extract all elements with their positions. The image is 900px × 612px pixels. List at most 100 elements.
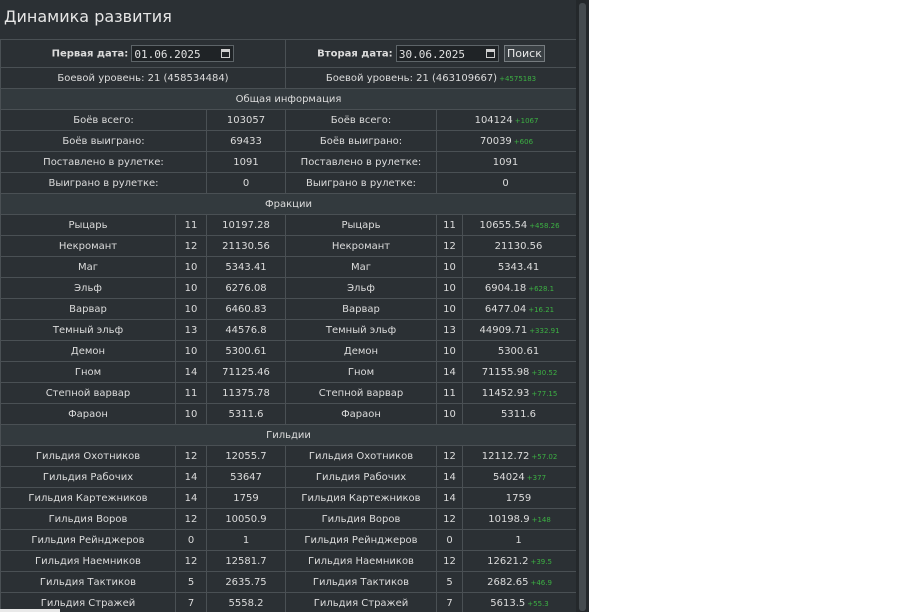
guild-row-level-first: 14 xyxy=(175,466,207,488)
guild-row-level-second: 0 xyxy=(436,529,463,551)
guild-row-level-first: 12 xyxy=(175,508,207,530)
faction-row-points-second: 10655.54 xyxy=(479,219,528,231)
general-label: Боёв выиграно: xyxy=(0,130,207,152)
delta-badge: +148 xyxy=(531,515,551,524)
guild-row: Гильдия Наемников 12 12581.7 Гильдия Наемни… xyxy=(0,550,578,572)
faction-row: Темный эльф 13 44576.8 Темный эльф 13 44909.7… xyxy=(0,319,578,341)
guild-row-points-first: 12055.7 xyxy=(206,445,286,467)
faction-row-name: Фараон xyxy=(285,403,437,425)
faction-row-level-first: 11 xyxy=(175,214,207,236)
faction-row-level-second: 10 xyxy=(436,403,463,425)
guild-row-level-first: 7 xyxy=(175,592,207,612)
guild-row-name: Гильдия Рабочих xyxy=(285,466,437,488)
faction-row-points-first: 5343.41 xyxy=(206,256,286,278)
second-date-input[interactable]: 30.06.2025 xyxy=(395,45,499,62)
faction-row: Некромант 12 21130.56 Некромант 12 21130.56 xyxy=(0,235,578,257)
general-label: Выиграно в рулетке: xyxy=(0,172,207,194)
guild-row-points-second: 1759 xyxy=(505,492,532,504)
calendar-icon[interactable] xyxy=(221,49,231,58)
faction-row-name: Рыцарь xyxy=(285,214,437,236)
guild-row: Гильдия Стражей 7 5558.2 Гильдия Стражей 7 56… xyxy=(0,592,578,612)
faction-row-level-second: 14 xyxy=(436,361,463,383)
faction-row-name: Демон xyxy=(285,340,437,362)
guild-row: Гильдия Охотников 12 12055.7 Гильдия Охотни… xyxy=(0,445,578,467)
general-value-second-cell: 0 xyxy=(435,172,578,194)
first-date-input[interactable]: 01.06.2025 xyxy=(131,45,235,62)
faction-row-name: Фараон xyxy=(0,403,176,425)
faction-row-name: Рыцарь xyxy=(0,214,176,236)
stats-table: Первая дата: 01.06.2025 Вторая дата: 30.… xyxy=(0,39,578,612)
guild-row-name: Гильдия Наемников xyxy=(285,550,437,572)
guild-row-points-first: 1 xyxy=(206,529,286,551)
faction-row: Эльф 10 6276.08 Эльф 10 6904.18 +628.1 xyxy=(0,277,578,299)
delta-badge: +606 xyxy=(513,137,534,146)
date-filter-row: Первая дата: 01.06.2025 Вторая дата: 30.… xyxy=(0,39,578,68)
combat-level-delta: +4575183 xyxy=(499,74,537,83)
faction-row-points-second: 11452.93 xyxy=(481,387,530,399)
faction-row-name: Степной варвар xyxy=(285,382,437,404)
general-label: Поставлено в рулетке: xyxy=(285,151,437,173)
guild-row-points-second: 2682.65 xyxy=(487,576,529,588)
faction-row-points-second-cell: 11452.93 +77.15 xyxy=(461,382,578,404)
scrollbar-thumb[interactable] xyxy=(579,3,586,611)
faction-row-name: Маг xyxy=(0,256,176,278)
faction-row-level-first: 11 xyxy=(175,382,207,404)
delta-badge: +39.5 xyxy=(530,557,552,566)
guild-row-name: Гильдия Рейнджеров xyxy=(285,529,437,551)
delta-badge: +628.1 xyxy=(528,284,555,293)
stats-panel: Динамика развития Первая дата: 01.06.202… xyxy=(0,0,589,612)
faction-row-name: Демон xyxy=(0,340,176,362)
faction-row-level-first: 10 xyxy=(175,340,207,362)
faction-row-points-second: 71155.98 xyxy=(481,366,530,378)
guild-row-name: Гильдия Воров xyxy=(0,508,176,530)
faction-row-level-first: 12 xyxy=(175,235,207,257)
faction-row-name: Темный эльф xyxy=(0,319,176,341)
guild-row-points-second-cell: 5613.5 +55.3 xyxy=(461,592,578,612)
faction-row-level-first: 10 xyxy=(175,256,207,278)
faction-row-name: Степной варвар xyxy=(0,382,176,404)
guild-row-points-second-cell: 12112.72 +57.02 xyxy=(461,445,578,467)
faction-row-name: Темный эльф xyxy=(285,319,437,341)
faction-row-level-second: 11 xyxy=(436,214,463,236)
guild-row-name: Гильдия Стражей xyxy=(285,592,437,612)
combat-level-right-cell: Боевой уровень: 21 (463109667) +4575183 xyxy=(284,67,578,89)
guild-row-points-first: 53647 xyxy=(206,466,286,488)
combat-level-right: Боевой уровень: 21 (463109667) xyxy=(325,72,498,84)
bottom-strip xyxy=(0,609,60,612)
section-factions-title: Фракции xyxy=(0,193,578,215)
guild-row-points-second-cell: 12621.2 +39.5 xyxy=(461,550,578,572)
faction-row: Рыцарь 11 10197.28 Рыцарь 11 10655.54 +458.26 xyxy=(0,214,578,236)
guild-row-points-first: 2635.75 xyxy=(206,571,286,593)
faction-row-points-first: 5311.6 xyxy=(206,403,286,425)
faction-row-points-second: 6904.18 xyxy=(484,282,527,294)
guild-row-name: Гильдия Тактиков xyxy=(285,571,437,593)
general-value-second: 104124 xyxy=(474,114,513,126)
faction-row-points-first: 44576.8 xyxy=(206,319,286,341)
guild-row-level-second: 12 xyxy=(436,508,463,530)
guild-row-name: Гильдия Охотников xyxy=(0,445,176,467)
faction-row: Варвар 10 6460.83 Варвар 10 6477.04 +16.21 xyxy=(0,298,578,320)
faction-row-points-first: 6460.83 xyxy=(206,298,286,320)
general-value-first: 103057 xyxy=(206,109,286,131)
faction-row-points-first: 10197.28 xyxy=(206,214,286,236)
faction-row-level-second: 13 xyxy=(436,319,463,341)
guild-row-points-first: 5558.2 xyxy=(206,592,286,612)
first-date-cell: Первая дата: 01.06.2025 xyxy=(0,39,286,68)
faction-row-level-first: 10 xyxy=(175,403,207,425)
guild-row-level-second: 14 xyxy=(436,466,463,488)
delta-badge: +16.21 xyxy=(528,305,555,314)
faction-row-name: Эльф xyxy=(0,277,176,299)
faction-row-name: Некромант xyxy=(285,235,437,257)
general-row: Боёв выиграно: 69433 Боёв выиграно: 70039 +6… xyxy=(0,130,578,152)
calendar-icon[interactable] xyxy=(485,49,495,58)
faction-row-level-first: 10 xyxy=(175,277,207,299)
scrollbar[interactable] xyxy=(576,0,589,612)
faction-row-points-second: 5343.41 xyxy=(497,261,540,273)
general-value-second-cell: 70039 +606 xyxy=(435,130,578,152)
faction-row-points-second: 44909.71 xyxy=(479,324,528,336)
faction-row-points-second: 21130.56 xyxy=(494,240,543,252)
search-button[interactable]: Поиск xyxy=(504,45,545,62)
guild-row-points-second: 10198.9 xyxy=(488,513,530,525)
guild-row-points-second-cell: 1 xyxy=(461,529,578,551)
delta-badge: +46.9 xyxy=(530,578,552,587)
